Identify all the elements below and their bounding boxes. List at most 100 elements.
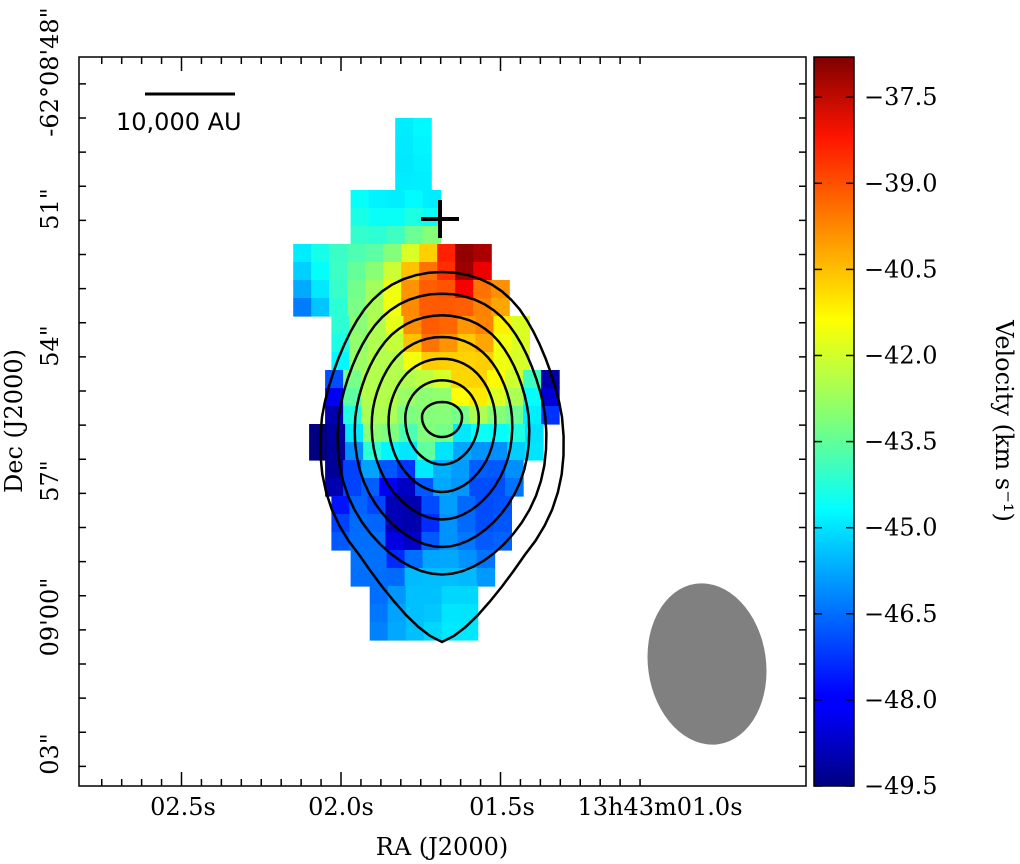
- colorbar-tick-label: −39.0: [864, 169, 938, 197]
- axis-ticks: [79, 57, 806, 786]
- colorbar-tick-label: −48.0: [864, 686, 938, 714]
- velocity-pixel: [404, 568, 424, 587]
- velocity-pixel: [423, 586, 443, 605]
- velocity-pixel: [469, 478, 488, 497]
- velocity-pixel: [413, 154, 432, 173]
- velocity-pixel: [395, 118, 414, 137]
- x-tick-label: 02.0s: [308, 793, 374, 821]
- velocity-pixel: [311, 244, 330, 263]
- velocity-pixel: [350, 226, 370, 245]
- velocity-pixel: [331, 316, 350, 335]
- velocity-pixel: [365, 280, 384, 299]
- velocity-pixel: [397, 388, 416, 407]
- velocity-pixel: [413, 118, 432, 137]
- velocity-pixel: [331, 496, 350, 515]
- velocity-pixel: [347, 262, 366, 281]
- y-tick-label: 54": [36, 325, 64, 367]
- velocity-pixel: [413, 172, 432, 191]
- velocity-pixel: [368, 226, 388, 245]
- velocity-pixel: [475, 496, 494, 515]
- velocity-pixel: [415, 406, 434, 425]
- velocity-pixel: [511, 352, 530, 371]
- plot-frame: [78, 56, 807, 787]
- velocity-pixel: [455, 280, 474, 299]
- contour-line: [404, 379, 480, 466]
- velocity-pixel: [455, 262, 474, 281]
- velocity-pixel: [347, 298, 366, 317]
- velocity-pixel: [403, 496, 422, 515]
- y-tick-label: 03": [36, 733, 64, 775]
- contour-line: [370, 335, 514, 521]
- velocity-pixel: [473, 280, 492, 299]
- velocity-pixel: [343, 460, 362, 479]
- velocity-pixel: [349, 532, 368, 551]
- velocity-pixel: [369, 586, 389, 605]
- velocity-pixel: [419, 298, 438, 317]
- velocity-pixel: [401, 298, 420, 317]
- velocity-pixel: [439, 352, 458, 371]
- velocity-pixel: [455, 244, 474, 263]
- velocity-pixel: [379, 388, 398, 407]
- velocity-pixel: [349, 316, 368, 335]
- velocity-pixel: [493, 316, 512, 335]
- velocity-pixel: [329, 262, 348, 281]
- velocity-pixel: [507, 424, 526, 443]
- velocity-pixel: [473, 298, 492, 317]
- velocity-pixel: [386, 190, 406, 209]
- y-tick-label: 57": [36, 460, 64, 502]
- velocity-pixel: [437, 244, 456, 263]
- velocity-pixel: [423, 604, 443, 623]
- velocity-pixel: [309, 442, 328, 461]
- velocity-pixel: [405, 586, 425, 605]
- velocity-pixel: [383, 280, 402, 299]
- velocity-pixel: [417, 424, 436, 443]
- velocity-pixel: [311, 262, 330, 281]
- velocity-pixel: [349, 334, 368, 353]
- velocity-pixel: [437, 298, 456, 317]
- velocity-pixel: [476, 568, 496, 587]
- velocity-pixel: [475, 352, 494, 371]
- velocity-pixel: [489, 442, 508, 461]
- velocity-pixel: [441, 604, 461, 623]
- velocity-pixel: [363, 442, 382, 461]
- velocity-pixel: [439, 496, 458, 515]
- velocity-pixel: [325, 478, 344, 497]
- velocity-pixel: [437, 280, 456, 299]
- colorbar-tick-label: −37.5: [864, 83, 938, 111]
- velocity-pixel: [309, 424, 328, 443]
- velocity-pixel: [451, 460, 470, 479]
- velocity-pixel: [397, 370, 416, 389]
- velocity-pixel: [453, 442, 472, 461]
- velocity-pixel: [365, 298, 384, 317]
- velocity-map: [293, 118, 560, 641]
- velocity-pixel: [325, 388, 344, 407]
- velocity-pixel: [475, 532, 494, 551]
- velocity-pixel: [457, 352, 476, 371]
- velocity-pixel: [365, 244, 384, 263]
- velocity-pixel: [525, 442, 544, 461]
- y-tick-label: -62°08'48": [36, 7, 64, 136]
- velocity-pixel: [505, 406, 524, 425]
- velocity-pixel: [386, 226, 406, 245]
- velocity-pixel: [367, 514, 386, 533]
- velocity-pixel: [361, 460, 380, 479]
- velocity-pixel: [397, 478, 416, 497]
- velocity-pixel: [385, 514, 404, 533]
- velocity-pixel: [459, 586, 479, 605]
- velocity-pixel: [422, 550, 442, 569]
- velocity-pixel: [361, 478, 380, 497]
- x-tick-labels: 02.5s 02.0s 01.5s 13h43m01.0s: [150, 793, 742, 821]
- velocity-pixel: [441, 586, 461, 605]
- velocity-pixel: [365, 262, 384, 281]
- contour-line: [336, 292, 548, 576]
- velocity-pixel: [421, 352, 440, 371]
- velocity-pixel: [368, 550, 388, 569]
- velocity-pixel: [369, 622, 389, 641]
- x-axis-title: RA (J2000): [376, 833, 508, 861]
- colorbar-tick-label: −46.5: [864, 600, 938, 628]
- velocity-pixel: [473, 262, 492, 281]
- velocity-pixel: [404, 190, 424, 209]
- velocity-pixel: [451, 406, 470, 425]
- velocity-pixel: [505, 460, 524, 479]
- velocity-pixel: [345, 442, 364, 461]
